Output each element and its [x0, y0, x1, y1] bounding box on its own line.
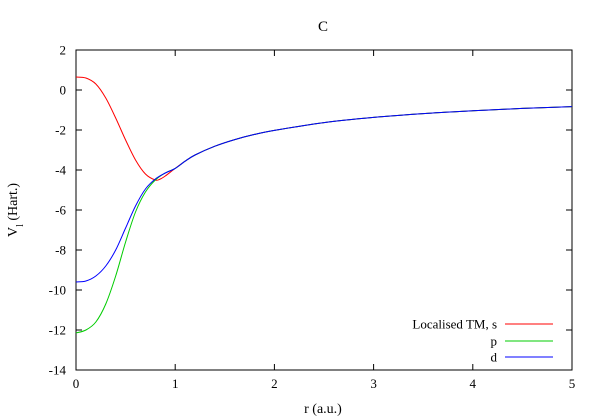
- chart-title: C: [318, 19, 328, 35]
- y-tick-label: -6: [55, 203, 66, 218]
- y-axis-label-rest: (Hart.): [6, 183, 21, 225]
- y-tick-label: -4: [55, 163, 66, 178]
- y-axis-label-sub: l: [15, 224, 26, 227]
- y-tick-label: 2: [60, 43, 67, 58]
- x-axis-label: r (a.u.): [304, 402, 342, 417]
- legend-label-p: p: [491, 334, 498, 349]
- y-tick-label: -12: [49, 323, 66, 338]
- series-p-line: [75, 106, 573, 334]
- x-tick-label: 2: [271, 376, 278, 391]
- y-tick-label: -10: [49, 283, 66, 298]
- plot-frame: [75, 49, 573, 371]
- y-tick-label: -14: [49, 363, 67, 378]
- series-d-line: [75, 106, 573, 283]
- y-tick-label: -2: [55, 123, 66, 138]
- x-tick-label: 0: [73, 376, 80, 391]
- y-axis-label-main: V: [6, 227, 21, 237]
- x-tick-label: 3: [370, 376, 377, 391]
- series-s-line: [75, 76, 573, 181]
- x-tick-label: 1: [172, 376, 179, 391]
- y-tick-label: 0: [60, 83, 67, 98]
- y-tick-label: -8: [55, 243, 66, 258]
- legend-label-s: Localised TM, s: [412, 317, 497, 332]
- legend-label-d: d: [491, 350, 498, 365]
- x-tick-label: 4: [470, 376, 477, 391]
- y-axis-label: Vl (Hart.): [6, 183, 26, 237]
- x-tick-label: 5: [569, 376, 576, 391]
